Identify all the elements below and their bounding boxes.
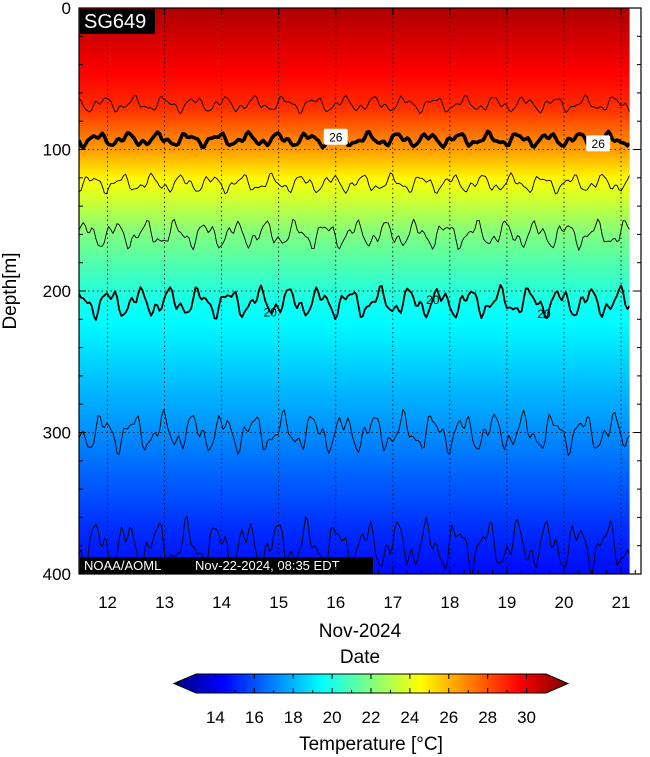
x-tick-label: 14 <box>212 593 231 612</box>
isotherm-20 <box>79 283 630 321</box>
x-axis-title: Date <box>340 647 380 668</box>
colorbar-tick-label: 22 <box>362 708 381 727</box>
contour-label: 20 <box>263 306 277 320</box>
isotherm-24 <box>79 172 630 195</box>
colorbar-tick-label: 20 <box>323 708 342 727</box>
x-axis: 12 13 14 15 16 17 18 19 20 21 <box>78 8 636 612</box>
x-axis-month-label: Nov-2024 <box>319 621 402 642</box>
isotherm-26 <box>79 129 630 150</box>
isotherm-22 <box>79 218 630 251</box>
contour-label: 20 <box>537 307 551 321</box>
colorbar-tick-label: 28 <box>478 708 497 727</box>
colorbar-gradient <box>172 673 570 694</box>
colorbar-tick-label: 16 <box>245 708 264 727</box>
y-tick-label: 100 <box>43 141 71 160</box>
contour-label-layer: 26 26 20 20 20 <box>263 128 611 321</box>
contour-label: 20 <box>426 293 440 307</box>
glider-id-text: SG649 <box>84 11 146 33</box>
glider-id-tag: SG649 <box>80 9 155 34</box>
x-tick-label: 12 <box>98 593 117 612</box>
contour-label: 26 <box>329 130 343 144</box>
x-tick-label: 15 <box>269 593 288 612</box>
colorbar-tick-label: 26 <box>439 708 458 727</box>
colorbar-title: Temperature [°C] <box>299 734 443 755</box>
x-tick-label: 18 <box>440 593 459 612</box>
x-tick-label: 20 <box>555 593 574 612</box>
isotherm-18 <box>79 409 630 457</box>
grid-layer <box>79 8 641 574</box>
y-axis-title: Depth[m] <box>0 252 21 329</box>
y-tick-label: 0 <box>62 0 71 18</box>
credit-organization: NOAA/AOML <box>84 558 161 573</box>
glider-id-background <box>80 9 155 34</box>
y-tick-label: 300 <box>43 424 71 443</box>
isotherm-28 <box>79 94 630 115</box>
colorbar-tick-label: 24 <box>400 708 419 727</box>
contour-label: 26 <box>592 137 606 151</box>
x-tick-label: 17 <box>383 593 402 612</box>
contour-label-bg <box>586 135 611 152</box>
y-tick-label: 200 <box>43 282 71 301</box>
plot-area: 26 26 20 20 20 <box>78 7 642 575</box>
x-tick-label: 19 <box>497 593 516 612</box>
contour-label-bg <box>323 128 348 145</box>
colorbar-tick-label: 14 <box>206 708 225 727</box>
x-tick-label: 16 <box>326 593 345 612</box>
colorbar-ticks: 14 16 18 20 22 24 26 28 30 <box>206 674 536 727</box>
credit-background <box>80 557 373 574</box>
colorbar: 14 16 18 20 22 24 26 28 30 <box>172 673 570 727</box>
credit-timestamp: Nov-22-2024, 08:35 EDT <box>195 558 340 573</box>
x-tick-label: 21 <box>612 593 631 612</box>
x-tick-label: 13 <box>155 593 174 612</box>
y-axis: 0 100 200 300 400 <box>43 0 641 584</box>
credit-tag: NOAA/AOML Nov-22-2024, 08:35 EDT <box>80 557 373 574</box>
colorbar-tick-label: 18 <box>284 708 303 727</box>
colorbar-tick-label: 30 <box>517 708 536 727</box>
y-tick-label: 400 <box>43 565 71 584</box>
